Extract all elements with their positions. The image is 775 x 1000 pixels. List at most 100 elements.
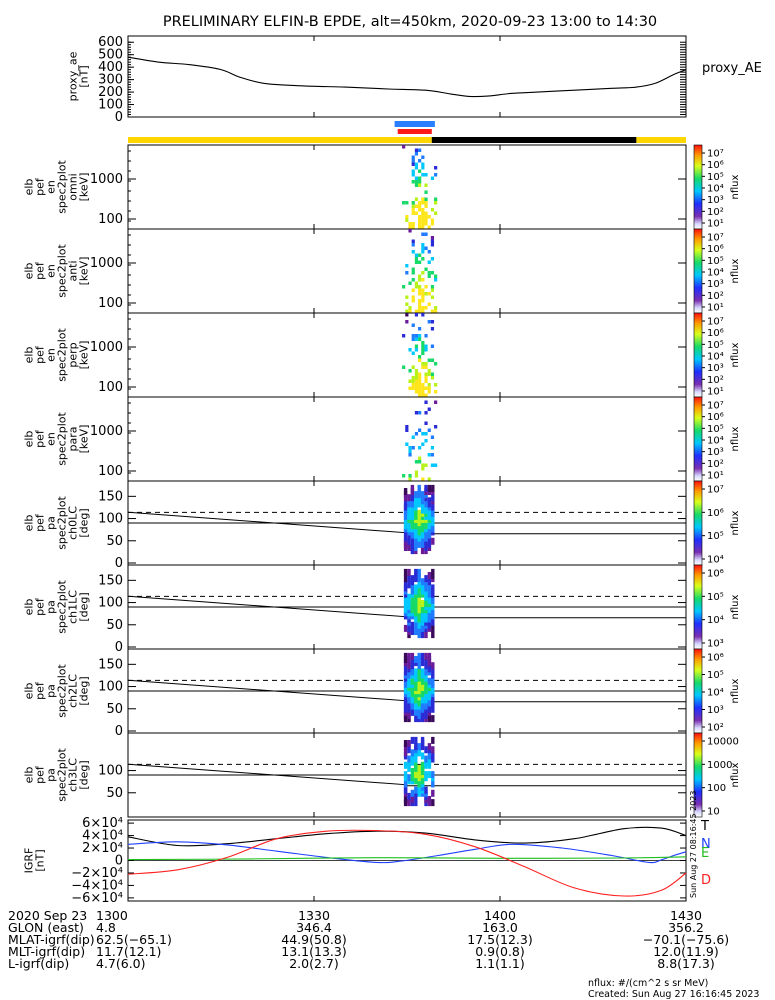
energy-panel-3-flux-cell	[424, 362, 428, 366]
energy-panel-2-flux-cell	[421, 292, 425, 296]
energy-panel-4-cb-label: 10²	[707, 459, 724, 470]
pitch-panel-2-ylabel-line: pef	[34, 597, 47, 616]
pitch-panel-1-flux-cell	[417, 484, 421, 492]
pitch-panel-1-flux-cell	[407, 544, 411, 551]
energy-panel-3-flux-cell	[421, 390, 425, 394]
energy-panel-1-cb-label: 10⁷	[707, 149, 724, 160]
energy-panel-2-flux-cell	[414, 260, 419, 264]
energy-panel-1-cb-label: 10¹	[707, 219, 724, 230]
proxy-ae-ylabel-line: proxy_ae	[67, 51, 80, 101]
energy-panel-1-flux-cell	[402, 145, 406, 149]
pitch-panel-2-ylabel-line: [deg]	[78, 592, 91, 621]
pitch-panel-3-flux-cell	[431, 696, 435, 704]
energy-panel-1-flux-cell	[418, 225, 422, 229]
energy-panel-1-flux-cell	[418, 169, 422, 173]
pitch-panel-2-flux-cell	[427, 590, 432, 598]
pitch-panel-3-flux-cell	[414, 668, 418, 676]
energy-panel-1-flux-cell	[411, 180, 415, 184]
pitch-panel-3-flux-cell	[431, 662, 435, 670]
energy-panel-4-flux-cell	[430, 453, 435, 457]
energy-panel-1-flux-cell	[414, 148, 419, 152]
energy-panel-3-flux-cell	[408, 369, 412, 373]
energy-panel-2-flux-cell	[424, 246, 428, 250]
pitch-panel-2-flux-cell	[403, 575, 408, 583]
energy-panel-4-flux-cell	[434, 463, 438, 467]
energy-panel-4-flux-cell	[421, 442, 425, 446]
energy-panel-3-flux-cell	[411, 383, 415, 387]
units-note: nflux: #/(cm^2 s sr MeV)	[588, 978, 708, 989]
energy-panel-1-flux-cell	[418, 183, 422, 187]
pitch-panel-3-flux-cell	[414, 708, 418, 716]
pitch-panel-2-flux-cell	[407, 568, 411, 576]
energy-panel-3-flux-cell	[434, 362, 438, 366]
pitch-panel-3-flux-cell	[403, 696, 408, 704]
energy-panel-3-flux-cell	[405, 320, 409, 324]
pitch-panel-4-ylabel-line: [deg]	[78, 760, 91, 789]
energy-panel-2-flux-cell	[421, 288, 425, 292]
energy-panel-2-flux-cell	[418, 253, 422, 257]
footer-row-value: 44.9(50.8)	[281, 932, 346, 947]
energy-panel-4: 1000100elbpefenspec2plotpara[keV]10⁷10⁶1…	[23, 396, 741, 482]
energy-panel-1-flux-cell	[414, 180, 419, 184]
energy-panel-1-flux-cell	[421, 211, 425, 215]
energy-panel-3-flux-cell	[402, 334, 406, 338]
pitch-panel-4-flux-cell	[403, 761, 408, 769]
footer-row-value: 11.7(12.1)	[96, 944, 161, 959]
energy-panel-4-flux-cell	[421, 432, 425, 436]
pitch-panel-1-flux-cell	[431, 484, 435, 492]
pitch-panel-1-cb-title: nflux	[730, 510, 741, 535]
energy-panel-4-flux-cell	[430, 446, 435, 450]
energy-panel-3-flux-cell	[414, 376, 419, 380]
igrf-ylabel-line: IGRF	[23, 848, 36, 874]
igrf-ytick-label: 6×10⁴	[82, 816, 123, 831]
igrf-line-E	[127, 856, 687, 861]
pitch-panel-2-flux-cell	[410, 628, 415, 635]
pitch-panel-4-flux-cell	[403, 780, 408, 788]
pitch-panel-4-flux-cell	[431, 780, 435, 788]
energy-panel-1-flux-cell	[424, 222, 428, 226]
energy-panel-2-flux-cell	[424, 267, 428, 271]
energy-panel-1-flux-cell	[414, 204, 419, 208]
footer-row-value: 13.1(13.3)	[281, 944, 346, 959]
energy-panel-1-flux-cell	[421, 201, 425, 205]
energy-panel-1-flux-cell	[418, 215, 422, 219]
energy-panel-3-flux-cell	[421, 386, 425, 390]
energy-panel-1-flux-cell	[411, 222, 415, 226]
energy-panel-3-ytick-label: 1000	[90, 340, 123, 355]
energy-panel-1-flux-cell	[414, 197, 419, 201]
energy-panel-1-flux-cell	[411, 155, 415, 159]
pitch-panel-2-flux-cell	[417, 590, 421, 598]
pitch-panel-3-flux-cell	[407, 677, 411, 685]
footer-row-value: 163.0	[482, 920, 518, 935]
pitch-panel-4-flux-cell	[427, 771, 432, 779]
energy-panel-2-cb-label: 10²	[707, 291, 724, 302]
footer-row-value: 1430	[670, 908, 702, 923]
energy-panel-1-flux-cell	[424, 215, 428, 219]
pitch-panel-4-flux-cell	[410, 749, 415, 757]
energy-panel-3-colorbar	[693, 312, 703, 398]
pitch-panel-1-cb-label: 10⁵	[707, 531, 724, 542]
energy-panel-1-flux-cell	[411, 225, 415, 229]
pitch-panel-2-flux-cell	[417, 568, 421, 576]
pitch-panel-2-flux-cell	[420, 600, 425, 607]
pitch-panel-1-flux-cell	[407, 525, 411, 533]
pitch-panel-1-ytick-label: 150	[98, 489, 123, 504]
energy-panel-2-ylabel-line: en	[45, 264, 58, 278]
footer-row-value: 1.1(1.1)	[475, 956, 525, 971]
energy-panel-1: 1000100elbpefenspec2plotomni[keV]10⁷10⁶1…	[23, 144, 741, 230]
proxy-ae-frame	[127, 35, 687, 118]
energy-panel-4-flux-cell	[411, 446, 415, 450]
status-segment-yellow	[636, 137, 686, 143]
energy-panel-3-flux-cell	[424, 376, 428, 380]
energy-panel-2-flux-cell	[427, 260, 431, 264]
pitch-panel-4-flux-cell	[414, 799, 418, 807]
pitch-panel-3-flux-cell	[427, 677, 432, 685]
pitch-panel-1-cb-label: 10⁶	[707, 508, 724, 519]
pitch-panel-4-ylabel-line: ch3LC	[67, 758, 80, 792]
pitch-panel-3-flux-cell	[417, 662, 421, 670]
footer-row-value: 4.7(6.0)	[96, 956, 146, 971]
pitch-panel-3-ytick-label: 100	[98, 680, 123, 695]
pitch-panel-3-flux-cell	[424, 659, 428, 667]
energy-panel-4-cb-label: 10⁶	[707, 412, 724, 423]
